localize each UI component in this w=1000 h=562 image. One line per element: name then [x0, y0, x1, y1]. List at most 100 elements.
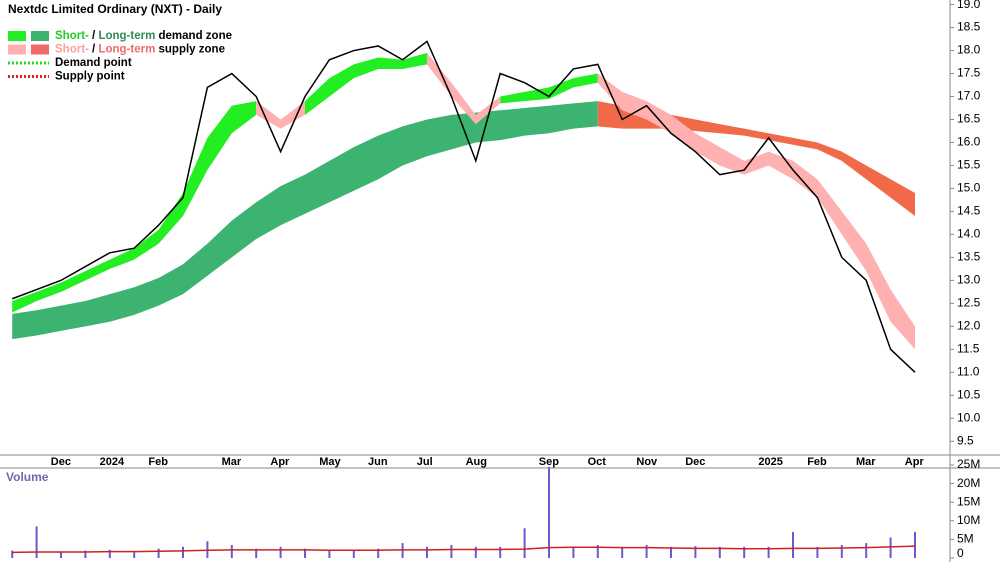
- y-tick-label: 10.0: [957, 410, 981, 424]
- volume-bar: [548, 466, 550, 558]
- y-tick-label: 15.0: [957, 181, 981, 195]
- volume-bar: [865, 543, 868, 558]
- y-tick-label: 16.5: [957, 112, 981, 126]
- volume-bar: [816, 546, 819, 558]
- legend-swatch: [31, 31, 49, 41]
- volume-bar: [377, 548, 380, 558]
- volume-bar: [157, 548, 160, 558]
- volume-bar: [670, 546, 672, 558]
- x-tick-label: Apr: [905, 456, 925, 468]
- y-tick-label: 17.0: [957, 89, 981, 103]
- volume-bar: [840, 544, 843, 558]
- zone-band: [12, 101, 257, 313]
- legend-swatch: [8, 31, 26, 41]
- y-tick-label: 11.0: [957, 364, 980, 378]
- legend-label: Short- / Long-term supply zone: [55, 44, 225, 56]
- volume-bar: [84, 550, 87, 558]
- y-tick-label: 25M: [957, 457, 980, 471]
- legend-text: Short-: [55, 44, 89, 56]
- y-tick-label: 18.0: [957, 43, 981, 57]
- x-tick-label: Dec: [685, 456, 705, 468]
- x-tick-label: Dec: [51, 456, 71, 468]
- y-tick-label: 14.5: [957, 204, 981, 218]
- y-tick-label: 11.5: [957, 341, 980, 355]
- y-tick-label: 10.5: [957, 387, 981, 401]
- x-tick-label: Feb: [807, 456, 827, 468]
- y-tick-label: 13.5: [957, 250, 981, 264]
- y-tick-label: 16.0: [957, 135, 981, 149]
- x-tick-label: Jul: [417, 456, 433, 468]
- y-tick-label: 17.5: [957, 66, 981, 80]
- x-tick-label: Mar: [856, 456, 876, 468]
- x-tick-label: Oct: [588, 456, 607, 468]
- legend-text: Long-term: [98, 44, 155, 56]
- volume-bar: [596, 544, 599, 558]
- volume-bar: [35, 526, 38, 558]
- volume-bar: [889, 537, 892, 558]
- volume-bar: [328, 550, 331, 558]
- x-tick-label: Aug: [466, 456, 487, 468]
- volume-bar: [450, 544, 453, 558]
- legend-text: Long-term: [98, 30, 155, 42]
- volume-bar: [645, 544, 648, 558]
- volume-bar: [426, 546, 428, 558]
- y-tick-label: 9.5: [957, 433, 974, 447]
- zone-band: [256, 101, 305, 129]
- y-tick-label: 0: [957, 546, 964, 560]
- legend-text: /: [89, 30, 99, 42]
- legend-text: /: [89, 44, 99, 56]
- legend-text: Demand point: [55, 57, 132, 69]
- zone-band: [305, 52, 427, 115]
- y-tick-label: 13.0: [957, 273, 981, 287]
- volume-bar: [792, 531, 794, 558]
- volume-bar: [499, 546, 502, 558]
- volume-bar: [767, 546, 770, 558]
- volume-bar: [182, 546, 184, 558]
- legend-label: Short- / Long-term demand zone: [55, 30, 232, 42]
- y-tick-label: 15M: [957, 494, 980, 508]
- volume-bar: [230, 544, 233, 558]
- legend-text: supply zone: [155, 44, 225, 56]
- x-tick-label: 2025: [758, 456, 782, 468]
- volume-bar: [304, 548, 306, 558]
- volume-bar: [279, 546, 282, 558]
- legend-label: Demand point: [55, 57, 132, 69]
- volume-bar: [523, 528, 526, 558]
- x-tick-label: Sep: [539, 456, 559, 468]
- volume-bar: [60, 551, 62, 558]
- volume-bar: [621, 546, 624, 558]
- y-tick-label: 20M: [957, 476, 980, 490]
- y-tick-label: 12.0: [957, 318, 981, 332]
- volume-bar: [694, 546, 697, 558]
- x-tick-label: Feb: [148, 456, 168, 468]
- volume-bar: [133, 552, 136, 558]
- volume-bar: [914, 531, 916, 558]
- zone-band: [500, 73, 598, 104]
- volume-bar: [572, 546, 575, 558]
- x-tick-label: May: [319, 456, 341, 468]
- legend-swatch: [31, 44, 49, 55]
- volume-bar: [743, 546, 746, 558]
- volume-bar: [108, 549, 111, 558]
- y-tick-label: 14.0: [957, 227, 981, 241]
- volume-bar: [352, 549, 355, 558]
- y-tick-label: 5M: [957, 532, 974, 546]
- volume-average: [12, 545, 916, 554]
- y-tick-label: 15.5: [957, 158, 981, 172]
- zone-band: [12, 101, 598, 340]
- x-tick-label: Apr: [270, 456, 290, 468]
- legend-text: Supply point: [55, 71, 125, 83]
- legend-swatch: [8, 44, 26, 55]
- y-tick-label: 12.5: [957, 296, 981, 310]
- price-line: [11, 40, 916, 373]
- y-tick-label: 19.0: [957, 0, 981, 11]
- x-tick-label: Mar: [222, 456, 242, 468]
- legend-label: Supply point: [55, 71, 125, 83]
- x-tick-label: Jun: [368, 456, 388, 468]
- y-tick-label: 18.5: [957, 20, 981, 34]
- volume-bar: [11, 550, 14, 558]
- x-tick-label: 2024: [100, 456, 125, 468]
- volume-title: Volume: [6, 470, 49, 484]
- chart-title: Nextdc Limited Ordinary (NXT) - Daily: [8, 2, 222, 16]
